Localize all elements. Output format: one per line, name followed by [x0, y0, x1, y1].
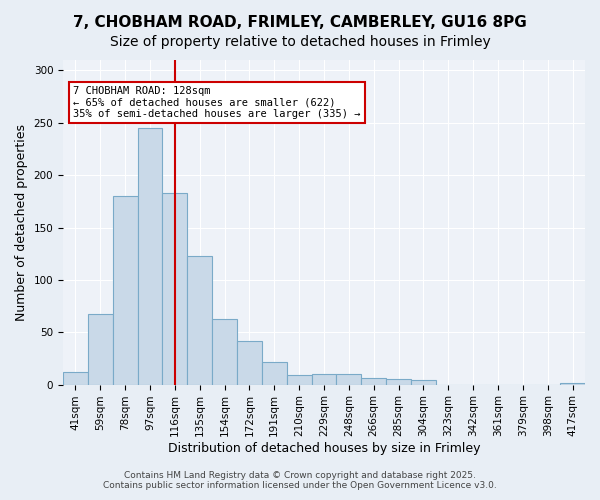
Bar — [163, 193, 187, 384]
Bar — [560, 382, 585, 384]
Bar — [262, 362, 287, 384]
Text: 7, CHOBHAM ROAD, FRIMLEY, CAMBERLEY, GU16 8PG: 7, CHOBHAM ROAD, FRIMLEY, CAMBERLEY, GU1… — [73, 15, 527, 30]
Bar — [113, 196, 137, 384]
Bar — [411, 380, 436, 384]
Bar — [63, 372, 88, 384]
Bar — [212, 318, 237, 384]
Text: 7 CHOBHAM ROAD: 128sqm
← 65% of detached houses are smaller (622)
35% of semi-de: 7 CHOBHAM ROAD: 128sqm ← 65% of detached… — [73, 86, 361, 119]
Bar — [386, 380, 411, 384]
X-axis label: Distribution of detached houses by size in Frimley: Distribution of detached houses by size … — [168, 442, 480, 455]
Text: Contains HM Land Registry data © Crown copyright and database right 2025.
Contai: Contains HM Land Registry data © Crown c… — [103, 470, 497, 490]
Bar — [287, 375, 311, 384]
Bar — [137, 128, 163, 384]
Bar — [337, 374, 361, 384]
Text: Size of property relative to detached houses in Frimley: Size of property relative to detached ho… — [110, 35, 490, 49]
Bar — [187, 256, 212, 384]
Bar — [361, 378, 386, 384]
Bar — [237, 340, 262, 384]
Bar — [311, 374, 337, 384]
Y-axis label: Number of detached properties: Number of detached properties — [15, 124, 28, 321]
Bar — [88, 314, 113, 384]
